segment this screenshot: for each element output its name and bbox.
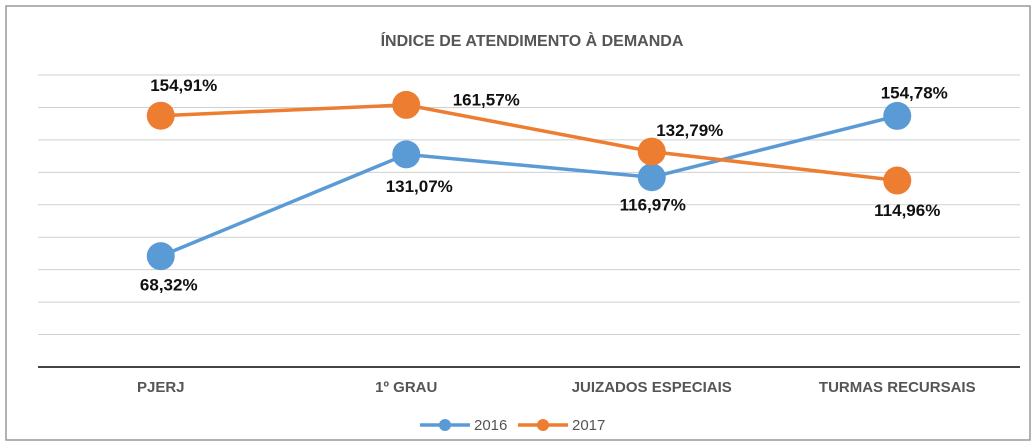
- x-tick-label: TURMAS RECURSAIS: [819, 379, 976, 396]
- data-label: 68,32%: [140, 276, 198, 295]
- marker: [883, 101, 912, 130]
- marker: [637, 137, 666, 166]
- data-label: 131,07%: [386, 177, 453, 196]
- series-line: [160, 103, 898, 183]
- marker: [392, 140, 421, 169]
- legend-label: 2016: [474, 417, 507, 434]
- legend-marker: [439, 419, 451, 431]
- data-label: 114,96%: [874, 201, 940, 220]
- x-tick-label: 1º GRAU: [375, 379, 437, 396]
- x-tick-label: JUIZADOS ESPECIAIS: [572, 379, 732, 396]
- legend-marker: [537, 419, 549, 431]
- data-label: 132,79%: [656, 121, 723, 140]
- x-tick-label: PJERJ: [137, 379, 185, 396]
- chart-frame: [5, 5, 1031, 441]
- marker: [146, 242, 175, 271]
- chart-title: ÍNDICE DE ATENDIMENTO À DEMANDA: [381, 31, 684, 50]
- series-line: [160, 114, 898, 258]
- marker: [146, 101, 175, 130]
- data-label: 161,57%: [453, 90, 520, 109]
- legend-label: 2017: [572, 417, 605, 434]
- data-label: 154,91%: [150, 76, 217, 95]
- marker: [883, 166, 912, 195]
- marker: [637, 163, 666, 192]
- marker: [392, 90, 421, 119]
- data-label: 154,78%: [881, 83, 948, 102]
- data-label: 116,97%: [620, 196, 686, 215]
